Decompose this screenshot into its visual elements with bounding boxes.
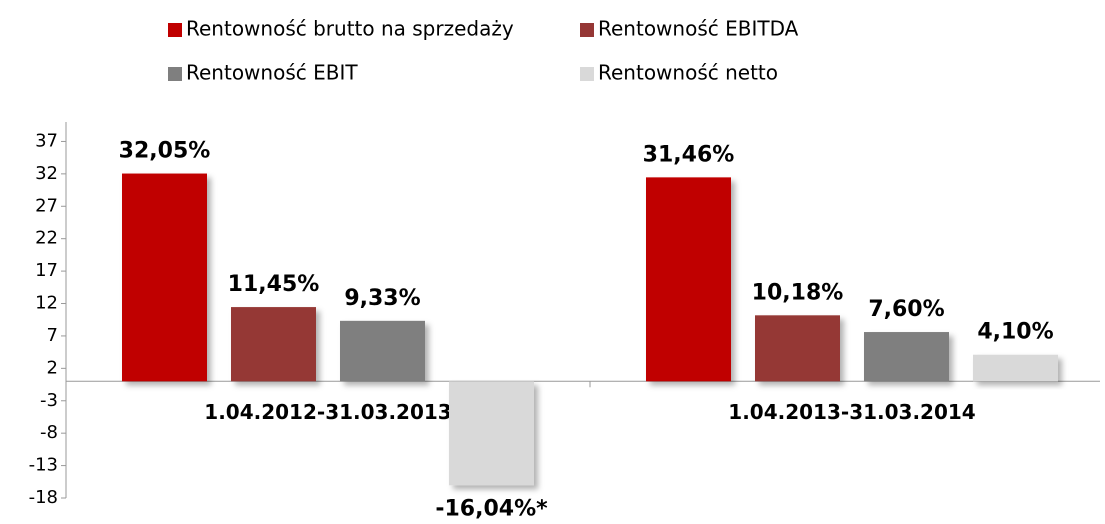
data-label: 7,60% bbox=[868, 297, 944, 322]
data-label: 11,45% bbox=[228, 272, 320, 297]
y-tick-label: 22 bbox=[35, 228, 58, 249]
bar bbox=[973, 354, 1058, 382]
y-tick-label: 37 bbox=[35, 130, 58, 151]
legend-label: Rentowność EBIT bbox=[186, 61, 358, 85]
y-tick-label: -18 bbox=[29, 487, 58, 508]
x-tick-label: 1.04.2013-31.03.2014 bbox=[728, 400, 975, 424]
legend-swatch bbox=[168, 23, 182, 37]
bar bbox=[755, 315, 840, 382]
legend-label: Rentowność EBITDA bbox=[598, 17, 799, 41]
y-tick-label: 27 bbox=[35, 195, 58, 216]
bar bbox=[340, 320, 425, 382]
y-tick-label: -8 bbox=[40, 422, 58, 443]
data-label: -16,04%* bbox=[435, 496, 548, 521]
legend-swatch bbox=[580, 67, 594, 81]
data-label: 9,33% bbox=[344, 286, 420, 311]
y-tick-label: 17 bbox=[35, 260, 58, 281]
y-tick-label: -3 bbox=[40, 390, 58, 411]
data-label: 31,46% bbox=[643, 142, 735, 167]
legend-swatch bbox=[580, 23, 594, 37]
y-tick-label: 12 bbox=[35, 293, 58, 314]
y-tick-label: -13 bbox=[29, 455, 58, 476]
bar bbox=[864, 332, 949, 382]
legend-label: Rentowność brutto na sprzedaży bbox=[186, 17, 514, 41]
y-tick-label: 32 bbox=[35, 163, 58, 184]
data-label: 10,18% bbox=[752, 280, 844, 305]
legend-label: Rentowność netto bbox=[598, 61, 778, 85]
bar bbox=[231, 307, 316, 382]
bar bbox=[646, 177, 731, 382]
y-tick-label: 2 bbox=[47, 357, 58, 378]
bar bbox=[449, 381, 534, 486]
legend-swatch bbox=[168, 67, 182, 81]
data-label: 4,10% bbox=[977, 320, 1053, 345]
x-tick-label: 1.04.2012-31.03.2013 bbox=[204, 400, 451, 424]
data-label: 32,05% bbox=[119, 139, 211, 164]
bar bbox=[122, 173, 207, 382]
y-tick-label: 7 bbox=[47, 325, 58, 346]
